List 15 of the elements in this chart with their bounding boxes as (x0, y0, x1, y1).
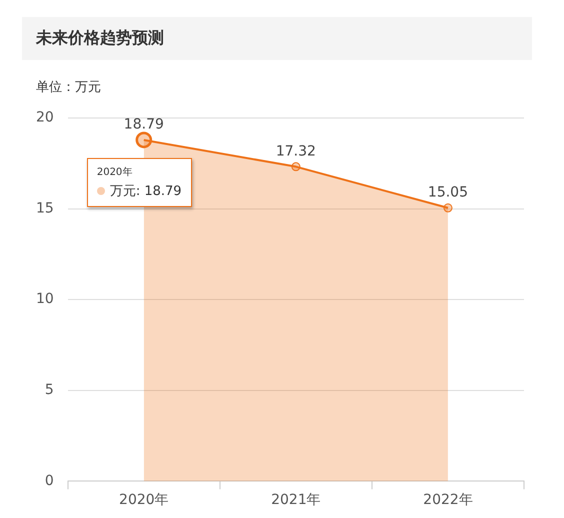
y-tick-label: 10 (36, 291, 54, 308)
data-label: 18.79 (124, 116, 164, 133)
y-tick-label: 0 (44, 472, 54, 489)
y-tick-label: 15 (36, 200, 54, 216)
data-label: 15.05 (428, 184, 468, 201)
y-tick-label: 20 (36, 110, 54, 126)
annotation: 万元: 18.79 (110, 184, 182, 199)
x-tick-label: 2020年 (119, 492, 169, 508)
x-tick-label: 2022年 (423, 492, 473, 508)
x-tick-label: 2021年 (271, 492, 321, 508)
chart-title: 未来价格趋势预测 (22, 17, 532, 60)
data-label: 17.32 (276, 143, 316, 160)
y-tick-label: 5 (44, 382, 54, 398)
annotation: 2020年 (96, 166, 134, 179)
chart-subtitle: 单位：万元 (36, 79, 101, 96)
